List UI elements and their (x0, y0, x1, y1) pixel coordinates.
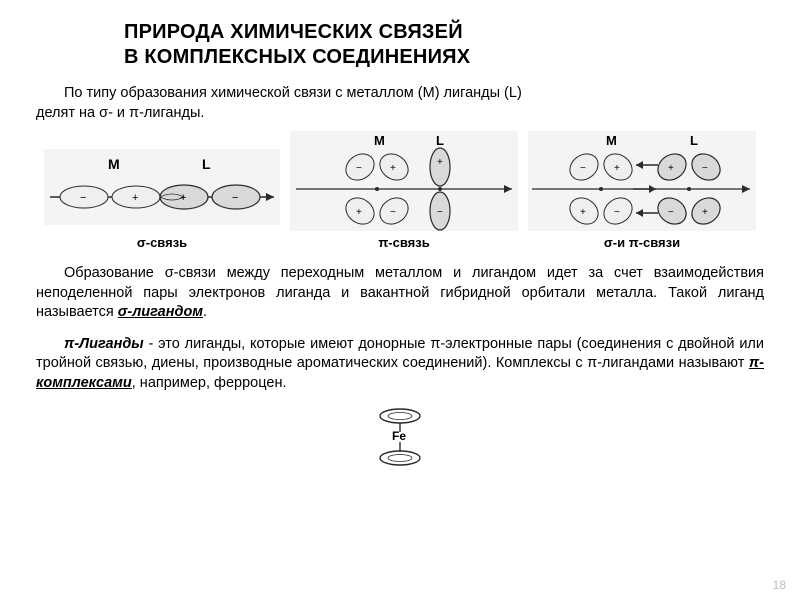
caption-sigmapi: σ-и π-связи (528, 235, 756, 250)
sigma-diagram: M L − + + − (44, 143, 280, 231)
intro-paragraph: По типу образования химической связи с м… (36, 84, 764, 123)
pi-diagram-col: M L − + + − + − (290, 131, 518, 231)
page-title: ПРИРОДА ХИМИЧЕСКИХ СВЯЗЕЙ В КОМПЛЕКСНЫХ … (124, 20, 764, 70)
caption-sigma: σ-связь (44, 235, 280, 250)
svg-text:M: M (108, 156, 120, 172)
svg-text:−: − (614, 207, 620, 218)
svg-text:+: + (580, 207, 586, 218)
caption-row: σ-связь π-связь σ-и π-связи (44, 235, 756, 250)
svg-text:−: − (702, 163, 708, 174)
svg-text:−: − (580, 163, 586, 174)
svg-text:+: + (437, 157, 443, 168)
ferrocene-label: Fe (392, 429, 406, 443)
para1-term: σ-лигандом (118, 304, 203, 320)
svg-text:M: M (374, 133, 385, 148)
para2-text: - это лиганды, которые имеют донорные π-… (36, 336, 764, 372)
page-number: 18 (773, 578, 786, 592)
svg-text:−: − (437, 207, 443, 218)
svg-text:M: M (606, 133, 617, 148)
svg-text:+: + (614, 163, 620, 174)
title-line-1: ПРИРОДА ХИМИЧЕСКИХ СВЯЗЕЙ (124, 21, 463, 43)
caption-pi: π-связь (290, 235, 518, 250)
svg-text:+: + (356, 207, 362, 218)
ferrocene-diagram: Fe (365, 404, 435, 468)
sigmapi-diagram-col: M L − + + − (528, 131, 756, 231)
svg-text:+: + (180, 192, 186, 204)
svg-text:L: L (202, 156, 211, 172)
svg-text:−: − (232, 192, 238, 204)
svg-text:L: L (690, 133, 698, 148)
intro-line-2: делят на σ- и π-лиганды. (36, 105, 204, 121)
paragraph-pi: π-Лиганды - это лиганды, которые имеют д… (36, 335, 764, 394)
svg-text:L: L (436, 133, 444, 148)
para1-tail: . (203, 304, 207, 320)
paragraph-sigma: Образование σ-связи между переходным мет… (36, 264, 764, 323)
page-root: ПРИРОДА ХИМИЧЕСКИХ СВЯЗЕЙ В КОМПЛЕКСНЫХ … (0, 0, 800, 600)
svg-text:+: + (390, 163, 396, 174)
sigmapi-diagram: M L − + + − (528, 131, 756, 231)
title-line-2: В КОМПЛЕКСНЫХ СОЕДИНЕНИЯХ (124, 46, 470, 68)
svg-text:+: + (132, 192, 138, 204)
svg-text:−: − (356, 163, 362, 174)
sigma-diagram-col: M L − + + − (44, 143, 280, 231)
svg-text:+: + (702, 207, 708, 218)
svg-text:−: − (80, 192, 86, 204)
ferrocene-wrap: Fe (36, 404, 764, 468)
para2-tail: , например, ферроцен. (132, 375, 287, 391)
pi-diagram: M L − + + − + − (290, 131, 518, 231)
svg-text:+: + (668, 163, 674, 174)
diagram-row: M L − + + − M L (44, 131, 756, 231)
para2-term1: π-Лиганды (64, 336, 144, 352)
svg-text:−: − (668, 207, 674, 218)
intro-line-1: По типу образования химической связи с м… (64, 85, 522, 101)
svg-text:−: − (390, 207, 396, 218)
